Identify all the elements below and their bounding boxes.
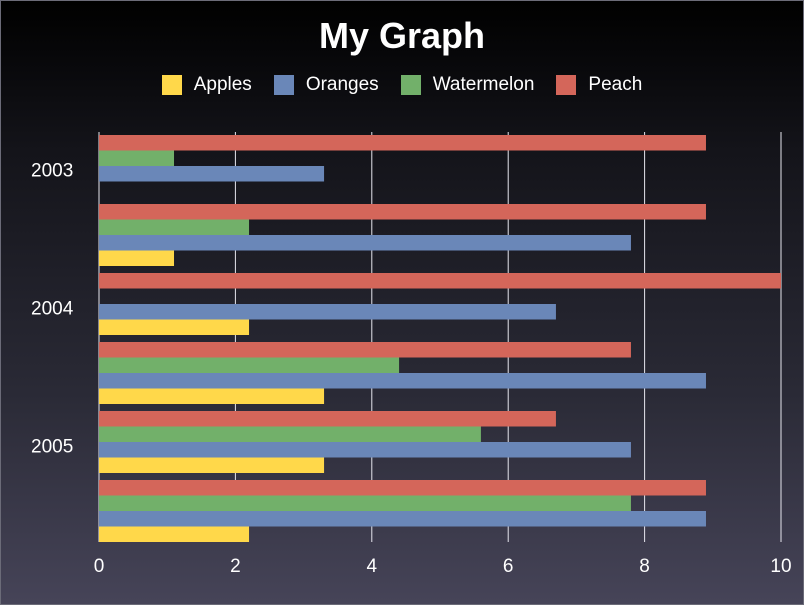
bar-watermelon-6 (99, 495, 631, 511)
bar-peach-6 (99, 480, 706, 496)
legend-item-peach: Peach (556, 73, 642, 97)
bar-apples-2 (99, 250, 175, 266)
bar-apples-6 (99, 526, 250, 542)
x-tick-label: 6 (503, 556, 514, 577)
x-tick-label: 0 (94, 556, 105, 577)
legend-item-oranges: Oranges (273, 73, 379, 97)
legend-label: Apples (193, 74, 252, 95)
y-tick-label: 2004 (31, 299, 74, 320)
legend-label: Watermelon (432, 74, 535, 95)
legend-label: Peach (588, 74, 643, 95)
bar-peach-4 (99, 342, 631, 358)
bar-watermelon-4 (99, 357, 400, 373)
legend-swatch (273, 75, 294, 95)
legend: Apples Oranges Watermelon Peach (1, 73, 803, 97)
x-tick-label: 4 (367, 556, 378, 577)
bar-apples-3 (99, 319, 250, 335)
bar-oranges-2 (99, 235, 631, 251)
bar-watermelon-2 (99, 219, 250, 235)
bar-peach-2 (99, 204, 706, 220)
bar-peach-5 (99, 411, 556, 427)
bar-oranges-1 (99, 166, 325, 182)
bar-peach-3 (99, 273, 781, 289)
legend-swatch (556, 75, 577, 95)
legend-swatch (161, 75, 182, 95)
bar-apples-4 (99, 388, 325, 404)
legend-item-watermelon: Watermelon (400, 73, 535, 97)
x-tick-label: 8 (639, 556, 650, 577)
bar-oranges-6 (99, 511, 706, 527)
legend-item-apples: Apples (161, 73, 252, 97)
bar-peach-1 (99, 135, 706, 151)
legend-label: Oranges (305, 74, 379, 95)
bar-oranges-3 (99, 304, 556, 320)
chart-title: My Graph (318, 15, 486, 56)
bar-watermelon-1 (99, 150, 175, 166)
bar-watermelon-5 (99, 426, 481, 442)
bar-oranges-5 (99, 442, 631, 458)
x-tick-label: 2 (230, 556, 241, 577)
y-tick-label: 2003 (31, 161, 73, 182)
bar-apples-5 (99, 457, 325, 473)
bar-oranges-4 (99, 373, 706, 389)
y-tick-label: 2005 (31, 437, 73, 458)
x-tick-label: 10 (770, 556, 791, 577)
legend-swatch (400, 75, 421, 95)
